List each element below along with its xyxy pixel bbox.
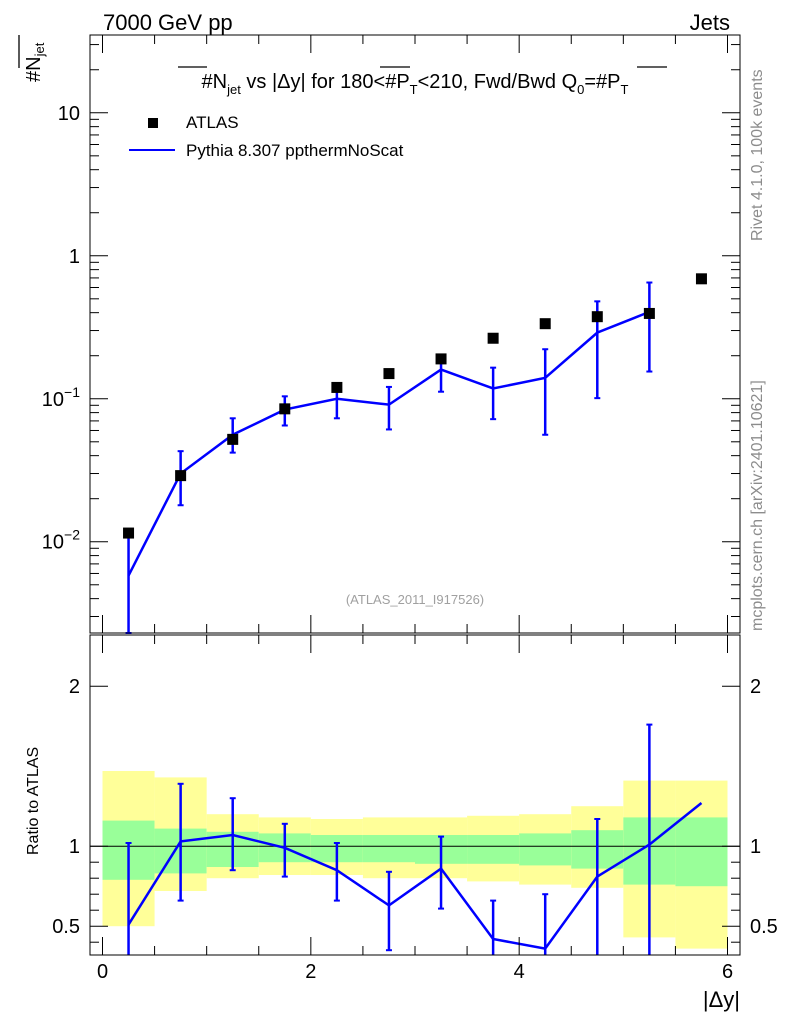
atlas-data-point — [227, 433, 239, 445]
atlas-data-point — [383, 368, 395, 380]
atlas-data-point — [539, 318, 551, 330]
atlas-data-point — [591, 311, 603, 323]
atlas-data-point — [175, 470, 187, 482]
ratio-y-tick-label-right: 0.5 — [750, 916, 778, 938]
ratio-green-band — [519, 833, 572, 866]
main-y-tick-label: 10−2 — [42, 527, 80, 554]
main-y-tick-label: 1 — [69, 246, 80, 268]
x-tick-label: 2 — [305, 961, 316, 983]
ratio-marks — [90, 723, 740, 955]
mcplots-label: mcplots.cern.ch [arXiv:2401.10621] — [749, 380, 766, 631]
x-tick-label: 6 — [722, 961, 733, 983]
x-tick-label: 4 — [514, 961, 525, 983]
legend-atlas-label: ATLAS — [186, 113, 239, 132]
ratio-y-tick-label-left: 2 — [69, 676, 80, 698]
legend-pythia-label: Pythia 8.307 ppthermNoScat — [186, 141, 404, 160]
pythia-series-line — [127, 310, 650, 577]
rivet-version-label: Rivet 4.1.0, 100k events — [749, 69, 766, 241]
atlas-data-point — [123, 527, 135, 539]
header-jets-label: Jets — [690, 10, 730, 35]
ratio-green-band — [675, 817, 728, 887]
header-energy-label: 7000 GeV pp — [103, 10, 233, 35]
main-y-tick-label: 10 — [58, 103, 80, 125]
atlas-data-point — [487, 332, 499, 344]
x-tick-label: 0 — [97, 961, 108, 983]
main-x-ticks — [102, 35, 728, 633]
atlas-data-point — [331, 381, 343, 393]
main-y-axis-label: #Njet — [23, 42, 47, 82]
ratio-y-tick-label-left: 1 — [69, 836, 80, 858]
ratio-y-tick-label-right: 1 — [750, 836, 761, 858]
atlas-data-point — [643, 307, 655, 319]
plot-title: #Njet vs |Δy| for 180<#PT<210, Fwd/Bwd Q… — [202, 71, 629, 97]
analysis-watermark: (ATLAS_2011_I917526) — [346, 592, 484, 607]
ratio-y-axis-label: Ratio to ATLAS — [25, 747, 42, 855]
main-panel: 10 1 10−1 10−2 #Njet vs |Δy| for 180<#PT<21… — [18, 34, 741, 634]
ratio-green-band — [467, 835, 520, 864]
ratio-x-ticks: 0 2 4 6 — [97, 635, 733, 983]
ratio-panel: 0.5 0.5 1 1 2 2 0 2 4 6 Ratio to ATLAS |Δy| — [25, 634, 778, 1012]
ratio-y-ticks: 0.5 0.5 1 1 2 2 — [52, 676, 778, 943]
ratio-y-tick-label-right: 2 — [750, 676, 761, 698]
atlas-data-point — [695, 273, 707, 285]
x-axis-label: |Δy| — [703, 987, 740, 1012]
main-y-tick-label: 10−1 — [42, 384, 80, 411]
atlas-data-point — [279, 403, 291, 415]
main-y-ticks: 10 1 10−1 10−2 — [42, 44, 740, 618]
ratio-y-tick-label-left: 0.5 — [52, 916, 80, 938]
ratio-bands — [102, 771, 728, 949]
main-marks — [123, 273, 707, 634]
legend-atlas-marker — [148, 118, 158, 128]
atlas-data-point — [435, 353, 447, 365]
ratio-green-band — [362, 835, 415, 863]
ratio-series-line — [127, 802, 703, 950]
